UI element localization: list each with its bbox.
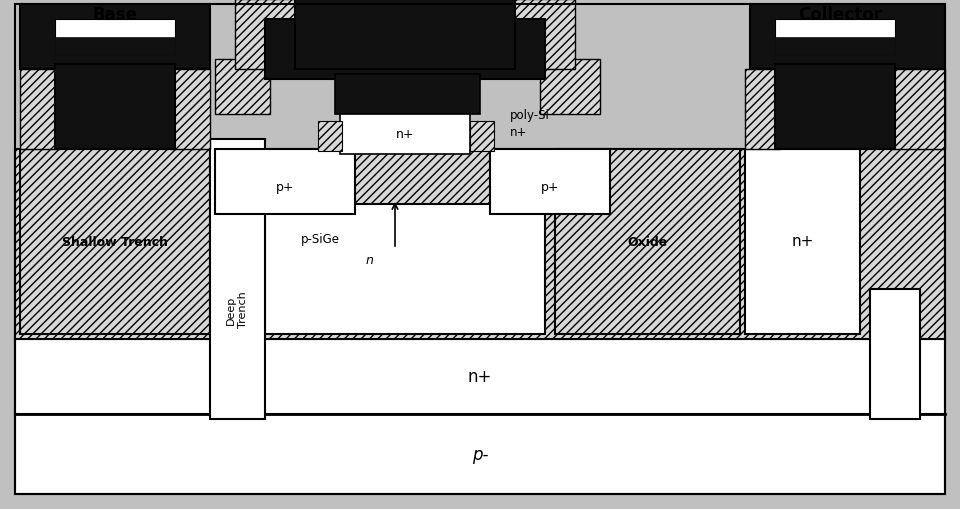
Bar: [55, 38, 175, 55]
Text: p+: p+: [540, 180, 560, 193]
Text: Metal: Metal: [386, 41, 424, 55]
Bar: [775, 65, 895, 150]
Text: p-: p-: [471, 445, 489, 463]
Bar: [55, 20, 175, 55]
Text: n+: n+: [468, 367, 492, 385]
Bar: [335, 75, 480, 115]
Bar: [775, 38, 895, 55]
Bar: [745, 150, 860, 334]
Bar: [170, 70, 210, 150]
Bar: [215, 60, 270, 115]
Text: n+: n+: [396, 128, 415, 141]
Bar: [745, 70, 780, 150]
Bar: [15, 340, 945, 414]
Bar: [870, 290, 920, 419]
Bar: [470, 122, 494, 152]
Bar: [210, 140, 265, 419]
Text: Oxide: Oxide: [628, 235, 668, 248]
Bar: [20, 70, 60, 150]
Bar: [890, 70, 945, 150]
Text: n+: n+: [792, 234, 814, 249]
Bar: [750, 5, 945, 70]
Text: n: n: [366, 253, 374, 266]
Bar: [295, 0, 515, 70]
Bar: [265, 205, 545, 334]
Bar: [235, 0, 300, 70]
Bar: [215, 150, 355, 215]
Bar: [318, 122, 342, 152]
Bar: [555, 150, 740, 334]
Bar: [20, 150, 210, 334]
Text: poly-Si: poly-Si: [510, 108, 550, 121]
Bar: [20, 5, 210, 70]
Bar: [775, 20, 895, 55]
Bar: [265, 20, 545, 80]
Text: Emitter: Emitter: [370, 6, 440, 24]
Text: Base: Base: [92, 6, 137, 24]
Text: Collector: Collector: [798, 6, 882, 24]
Bar: [510, 0, 575, 70]
Text: n+: n+: [510, 125, 527, 138]
Bar: [55, 65, 175, 150]
Bar: [490, 150, 610, 215]
Text: p+: p+: [276, 180, 295, 193]
Bar: [540, 60, 600, 115]
Text: Shallow Trench: Shallow Trench: [62, 235, 168, 248]
Text: p-SiGe: p-SiGe: [301, 233, 340, 246]
Bar: [15, 150, 945, 340]
Bar: [340, 110, 470, 155]
Bar: [15, 414, 945, 494]
Text: Deep
Trench: Deep Trench: [227, 291, 248, 328]
